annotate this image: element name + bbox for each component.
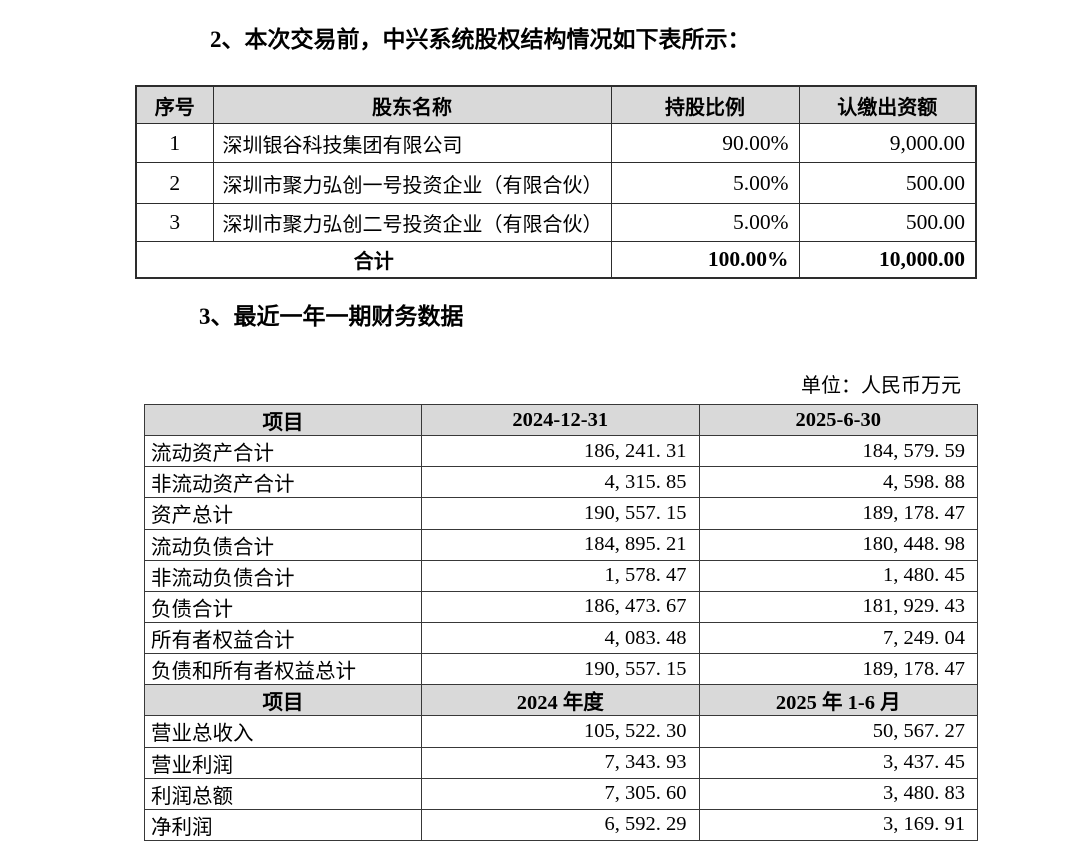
equity-structure-table: 序号 股东名称 持股比例 认缴出资额 1 深圳银谷科技集团有限公司 90.00%…	[135, 85, 977, 279]
income-row: 净利润 6, 592. 29 3, 169. 91	[144, 808, 978, 841]
equity-table-header-row: 序号 股东名称 持股比例 认缴出资额	[135, 85, 977, 124]
balance-row: 流动资产合计 186, 241. 31 184, 579. 59	[144, 435, 978, 468]
balance-cell-item: 负债合计	[144, 590, 422, 623]
equity-cell-ratio: 5.00%	[610, 203, 800, 242]
equity-table-row: 1 深圳银谷科技集团有限公司 90.00% 9,000.00	[135, 123, 977, 163]
income-cell-2025: 3, 480. 83	[698, 777, 978, 810]
balance-row: 所有者权益合计 4, 083. 48 7, 249. 04	[144, 621, 978, 655]
income-col-header-2025: 2025 年 1-6 月	[698, 684, 978, 717]
balance-cell-2024: 186, 473. 67	[421, 590, 700, 623]
income-cell-2024: 6, 592. 29	[421, 808, 700, 841]
balance-cell-2024: 190, 557. 15	[421, 497, 700, 530]
equity-col-header-shareholder: 股东名称	[212, 85, 612, 124]
income-cell-item: 利润总额	[144, 777, 422, 810]
balance-col-header-item: 项目	[144, 403, 422, 437]
balance-cell-2024: 186, 241. 31	[421, 435, 700, 468]
balance-cell-2025: 181, 929. 43	[698, 590, 978, 623]
income-cell-item: 净利润	[144, 808, 422, 841]
income-cell-2024: 7, 305. 60	[421, 777, 700, 810]
equity-col-header-capital: 认缴出资额	[798, 85, 977, 124]
balance-header-row: 项目 2024-12-31 2025-6-30	[144, 403, 978, 437]
balance-cell-2025: 184, 579. 59	[698, 435, 978, 468]
equity-cell-index: 2	[135, 162, 214, 204]
income-col-header-item: 项目	[144, 684, 422, 717]
financial-data-table: 项目 2024-12-31 2025-6-30 流动资产合计 186, 241.…	[144, 403, 978, 841]
balance-cell-item: 所有者权益合计	[144, 621, 422, 655]
section-heading-financial-data: 3、最近一年一期财务数据	[199, 304, 464, 329]
balance-cell-2024: 4, 315. 85	[421, 466, 700, 499]
equity-cell-total-label: 合计	[135, 240, 612, 278]
equity-table-row: 3 深圳市聚力弘创二号投资企业（有限合伙） 5.00% 500.00	[135, 203, 977, 242]
balance-cell-2025: 189, 178. 47	[698, 497, 978, 530]
equity-cell-capital: 500.00	[798, 203, 977, 242]
income-cell-item: 营业总收入	[144, 715, 422, 748]
income-row: 利润总额 7, 305. 60 3, 480. 83	[144, 777, 978, 810]
income-col-header-2024: 2024 年度	[421, 684, 700, 717]
balance-cell-2024: 184, 895. 21	[421, 528, 700, 561]
balance-cell-item: 非流动负债合计	[144, 559, 422, 592]
equity-cell-capital: 500.00	[798, 162, 977, 204]
equity-cell-shareholder: 深圳市聚力弘创二号投资企业（有限合伙）	[212, 203, 612, 242]
balance-cell-2024: 190, 557. 15	[421, 653, 700, 686]
equity-cell-index: 1	[135, 123, 214, 163]
balance-row: 流动负债合计 184, 895. 21 180, 448. 98	[144, 528, 978, 561]
balance-cell-item: 非流动资产合计	[144, 466, 422, 499]
income-cell-2025: 3, 437. 45	[698, 746, 978, 779]
income-cell-item: 营业利润	[144, 746, 422, 779]
balance-row: 非流动负债合计 1, 578. 47 1, 480. 45	[144, 559, 978, 592]
balance-cell-item: 负债和所有者权益总计	[144, 653, 422, 686]
equity-col-header-ratio: 持股比例	[610, 85, 800, 124]
balance-row: 非流动资产合计 4, 315. 85 4, 598. 88	[144, 466, 978, 499]
equity-cell-index: 3	[135, 203, 214, 242]
balance-cell-2024: 4, 083. 48	[421, 621, 700, 655]
balance-row: 负债和所有者权益总计 190, 557. 15 189, 178. 47	[144, 653, 978, 686]
balance-col-header-2025: 2025-6-30	[698, 403, 978, 437]
balance-row: 资产总计 190, 557. 15 189, 178. 47	[144, 497, 978, 530]
balance-cell-2025: 189, 178. 47	[698, 653, 978, 686]
balance-col-header-2024: 2024-12-31	[421, 403, 700, 437]
income-cell-2024: 7, 343. 93	[421, 746, 700, 779]
balance-cell-item: 流动资产合计	[144, 435, 422, 468]
section-heading-equity-structure: 2、本次交易前，中兴系统股权结构情况如下表所示：	[210, 27, 751, 52]
equity-cell-total-ratio: 100.00%	[610, 240, 800, 278]
unit-note: 单位：人民币万元	[801, 375, 961, 397]
balance-cell-2025: 180, 448. 98	[698, 528, 978, 561]
balance-cell-2024: 1, 578. 47	[421, 559, 700, 592]
balance-cell-2025: 1, 480. 45	[698, 559, 978, 592]
equity-table-row: 2 深圳市聚力弘创一号投资企业（有限合伙） 5.00% 500.00	[135, 162, 977, 204]
equity-col-header-index: 序号	[135, 85, 214, 124]
equity-table-total-row: 合计 100.00% 10,000.00	[135, 240, 977, 278]
income-row: 营业利润 7, 343. 93 3, 437. 45	[144, 746, 978, 779]
income-cell-2024: 105, 522. 30	[421, 715, 700, 748]
income-cell-2025: 50, 567. 27	[698, 715, 978, 748]
balance-cell-2025: 7, 249. 04	[698, 621, 978, 655]
income-header-row: 项目 2024 年度 2025 年 1-6 月	[144, 684, 978, 717]
balance-cell-item: 资产总计	[144, 497, 422, 530]
income-row: 营业总收入 105, 522. 30 50, 567. 27	[144, 715, 978, 748]
equity-cell-shareholder: 深圳银谷科技集团有限公司	[212, 123, 612, 163]
balance-cell-item: 流动负债合计	[144, 528, 422, 561]
equity-cell-shareholder: 深圳市聚力弘创一号投资企业（有限合伙）	[212, 162, 612, 204]
equity-cell-total-capital: 10,000.00	[798, 240, 977, 278]
balance-row: 负债合计 186, 473. 67 181, 929. 43	[144, 590, 978, 623]
equity-cell-ratio: 5.00%	[610, 162, 800, 204]
income-cell-2025: 3, 169. 91	[698, 808, 978, 841]
balance-cell-2025: 4, 598. 88	[698, 466, 978, 499]
equity-cell-capital: 9,000.00	[798, 123, 977, 163]
equity-cell-ratio: 90.00%	[610, 123, 800, 163]
